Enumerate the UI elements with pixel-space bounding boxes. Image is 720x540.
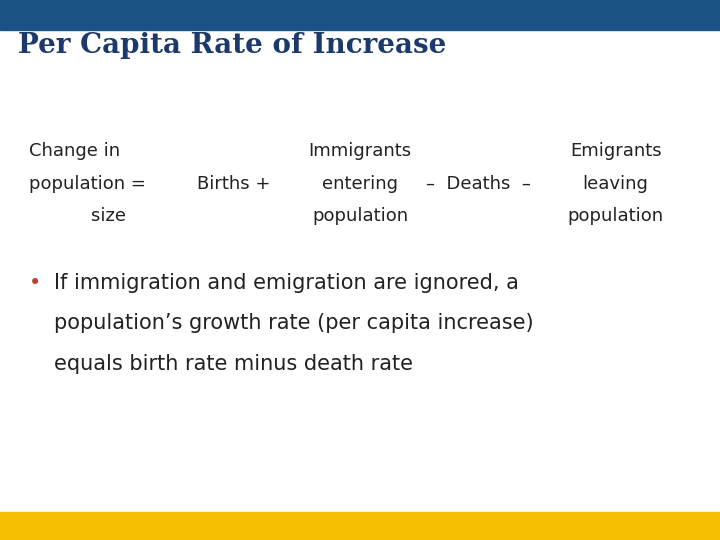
Text: –  Deaths  –: – Deaths – [426,174,531,193]
Bar [0,0,720,30]
Text: Immigrants: Immigrants [308,142,412,160]
Text: If immigration and emigration are ignored, a: If immigration and emigration are ignore… [54,273,519,293]
Text: Per Capita Rate of Increase: Per Capita Rate of Increase [18,32,446,59]
Bar [0,512,720,540]
Text: entering: entering [322,174,398,193]
Text: population: population [312,207,408,225]
Text: population =: population = [29,174,145,193]
Text: Births +: Births + [197,174,271,193]
Text: leaving: leaving [582,174,649,193]
Text: size: size [68,207,127,225]
Text: •: • [29,273,41,293]
Text: © 2011 Pearson Education, Inc.: © 2011 Pearson Education, Inc. [18,521,174,531]
Text: Emigrants: Emigrants [570,142,662,160]
Text: population: population [567,207,664,225]
Text: population’s growth rate (per capita increase): population’s growth rate (per capita inc… [54,313,534,333]
Text: Change in: Change in [29,142,120,160]
Text: equals birth rate minus death rate: equals birth rate minus death rate [54,354,413,374]
